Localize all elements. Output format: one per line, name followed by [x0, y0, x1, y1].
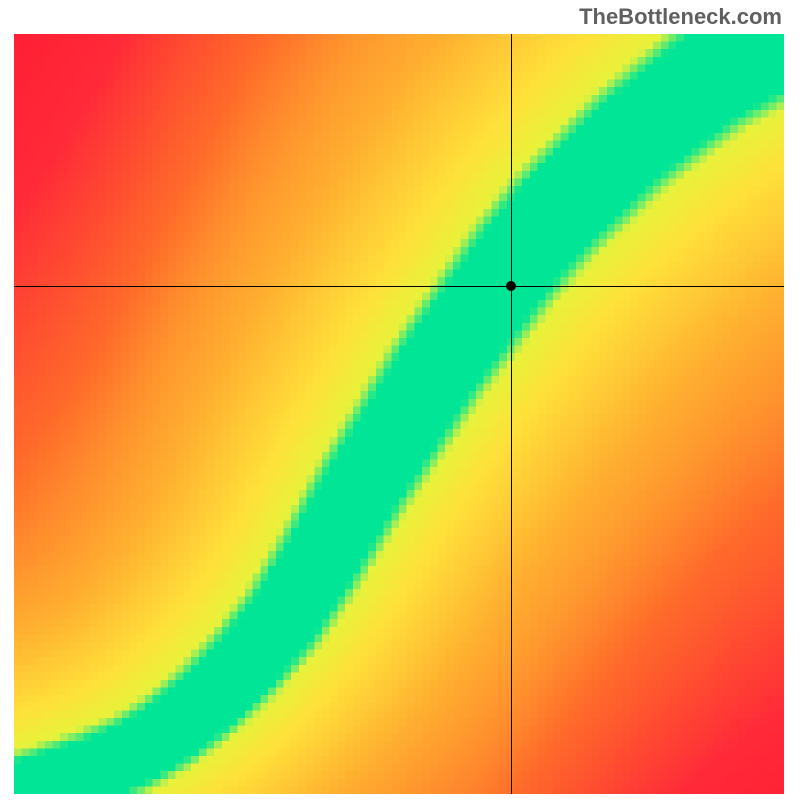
- chart-container: TheBottleneck.com: [0, 0, 800, 800]
- bottleneck-heatmap: [14, 34, 784, 794]
- crosshair-vertical: [511, 34, 512, 794]
- crosshair-marker: [506, 281, 516, 291]
- watermark-text: TheBottleneck.com: [579, 4, 782, 30]
- crosshair-horizontal: [14, 286, 784, 287]
- heatmap-canvas: [14, 34, 784, 794]
